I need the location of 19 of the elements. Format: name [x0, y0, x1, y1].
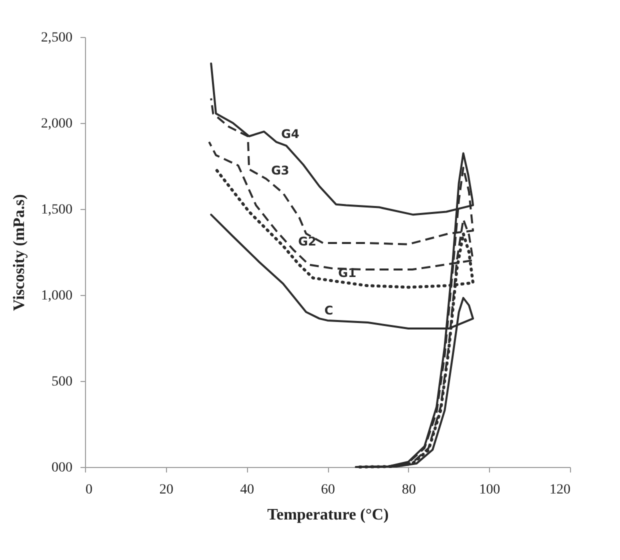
y-tick-label: 2,500	[41, 30, 72, 46]
x-tick-label: 40	[240, 482, 254, 498]
x-tick-label: 100	[479, 482, 500, 498]
series-label: G2	[298, 234, 316, 249]
series-label: G3	[271, 164, 290, 178]
x-tick-label: 20	[159, 482, 174, 498]
series-label: C	[324, 304, 334, 318]
x-tick-label: 80	[402, 482, 416, 498]
y-tick-label: 000	[52, 460, 72, 476]
y-tick-label: 1,000	[41, 288, 72, 304]
y-axis-title: Viscosity (mPa.s)	[11, 194, 28, 311]
x-tick-label: 0	[86, 482, 92, 498]
y-tick-label: 500	[52, 374, 72, 390]
x-axis-title: Temperature (°C)	[267, 506, 389, 524]
y-tick-label: 2,000	[41, 116, 72, 132]
series-label: G4	[281, 126, 300, 141]
x-tick-label: 120	[550, 482, 570, 498]
x-tick-label: 60	[321, 482, 335, 498]
y-tick-label: 1,500	[41, 202, 72, 218]
